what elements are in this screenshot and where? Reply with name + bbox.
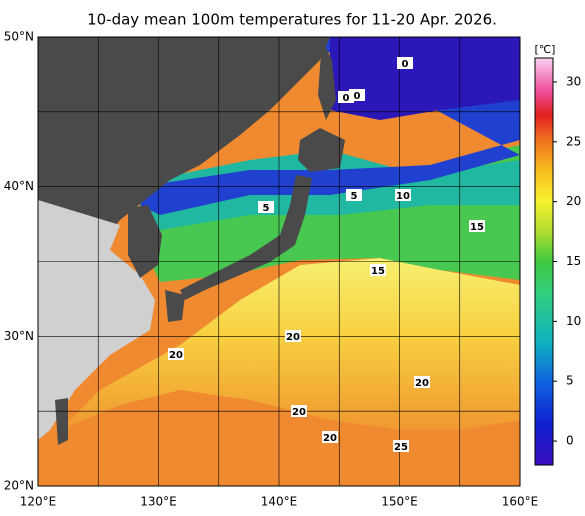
map-frame: [37, 36, 521, 487]
ocean-mid: [60, 258, 520, 430]
contour-label-box: [322, 431, 338, 443]
land-korea: [128, 205, 162, 278]
contour-label-box: [370, 264, 386, 276]
land-honshu: [180, 175, 312, 300]
colorbar-unit: [℃]: [535, 43, 556, 56]
contour-label: 0: [354, 91, 361, 102]
x-tick-label: 140°E: [261, 495, 298, 509]
contour-label-box: [346, 189, 362, 201]
ocean-cold: [330, 37, 520, 120]
contour-label-box: [393, 440, 409, 452]
colorbar: [534, 57, 554, 466]
colorbar-tick-label: 5: [566, 374, 574, 388]
contour-label-box: [285, 330, 301, 342]
contour-label: 15: [371, 266, 385, 277]
contour-label: 10: [396, 191, 410, 202]
graticule: [38, 37, 520, 486]
contour-label: 5: [263, 203, 270, 214]
contour-label-box: [349, 89, 365, 101]
axes: 120°E 130°E 140°E 150°E 160°E 20°N 30°N 40°N 50°…: [4, 30, 582, 509]
y-tick-label: 50°N: [4, 30, 34, 44]
colorbar-tick-label: 0: [566, 434, 574, 448]
land-sakhalin: [318, 40, 336, 120]
map-title: 10-day mean 100m temperatures for 11-20 …: [87, 11, 497, 29]
land-taiwan: [55, 398, 68, 445]
contour-label: 20: [169, 350, 183, 361]
x-tick-label: 160°E: [502, 495, 539, 509]
land-hokkaido: [298, 128, 345, 172]
contour-label-box: [291, 405, 307, 417]
y-tick-label: 20°N: [4, 479, 34, 493]
colorbar-tick-label: 10: [566, 314, 581, 328]
contour-label-box: [168, 348, 184, 360]
contour-label-box: [414, 376, 430, 388]
contour-label: 15: [470, 222, 484, 233]
colorbar-tick-label: 30: [566, 74, 581, 88]
colorbar-tick-label: 25: [566, 134, 581, 148]
land-china: [38, 200, 155, 440]
contour-label: 5: [351, 191, 358, 202]
x-tick-label: 150°E: [381, 495, 418, 509]
contour-label: 20: [415, 378, 429, 389]
contour-label: 20: [323, 433, 337, 444]
colorbar-tick-label: 20: [566, 194, 581, 208]
land-kyushu: [165, 290, 185, 322]
colorbar-tick-label: 15: [566, 254, 581, 268]
contour-label-box: [395, 189, 411, 201]
contour-label: 25: [394, 442, 408, 453]
contour-label-box: [469, 220, 485, 232]
x-tick-label: 120°E: [20, 495, 57, 509]
contour-label-box: [258, 201, 274, 213]
contour-label: 0: [402, 59, 409, 70]
y-tick-label: 30°N: [4, 329, 34, 343]
contour-label: 20: [292, 407, 306, 418]
y-tick-label: 40°N: [4, 179, 34, 193]
contour-label: 0: [343, 93, 350, 104]
contour-label: 20: [286, 332, 300, 343]
x-tick-label: 130°E: [140, 495, 177, 509]
contour-label-box: [397, 57, 413, 69]
